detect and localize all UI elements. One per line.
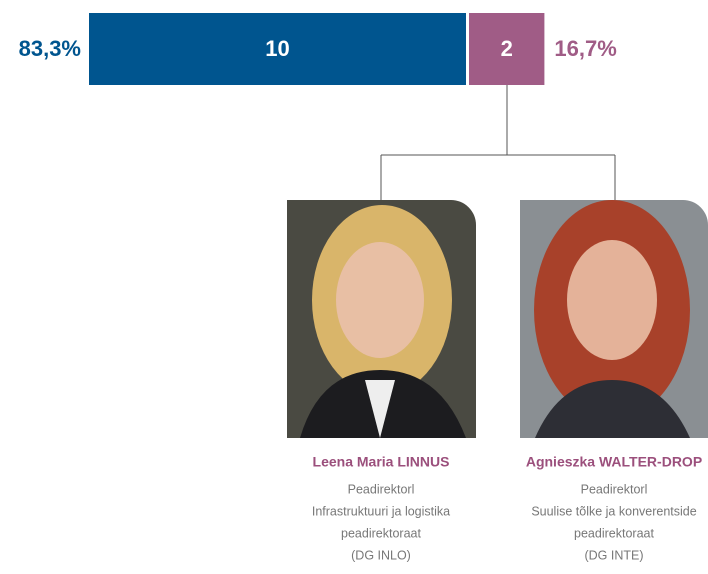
share-label: 83,3% xyxy=(19,36,81,61)
connector xyxy=(380,85,616,200)
bar-segment xyxy=(469,13,545,85)
value-label: 2 xyxy=(501,36,513,61)
bar-segment xyxy=(89,13,466,85)
share-label: 16,7% xyxy=(554,36,616,61)
photo xyxy=(287,200,476,438)
person-info: (DG INLO) xyxy=(351,548,411,562)
person-info: Peadirektorl xyxy=(348,482,415,496)
person-info: (DG INTE) xyxy=(584,548,643,562)
person-name: Agnieszka WALTER-DROP xyxy=(526,454,702,470)
person-info: Peadirektorl xyxy=(581,482,648,496)
person-name: Leena Maria LINNUS xyxy=(313,454,450,470)
value-label: 10 xyxy=(265,36,289,61)
person-info: peadirektoraat xyxy=(574,526,654,540)
photo xyxy=(520,200,708,438)
person-info: Infrastruktuuri ja logistika xyxy=(312,504,450,518)
person-info: peadirektoraat xyxy=(341,526,421,540)
person-info: Suulise tõlke ja konverentside xyxy=(531,504,696,518)
